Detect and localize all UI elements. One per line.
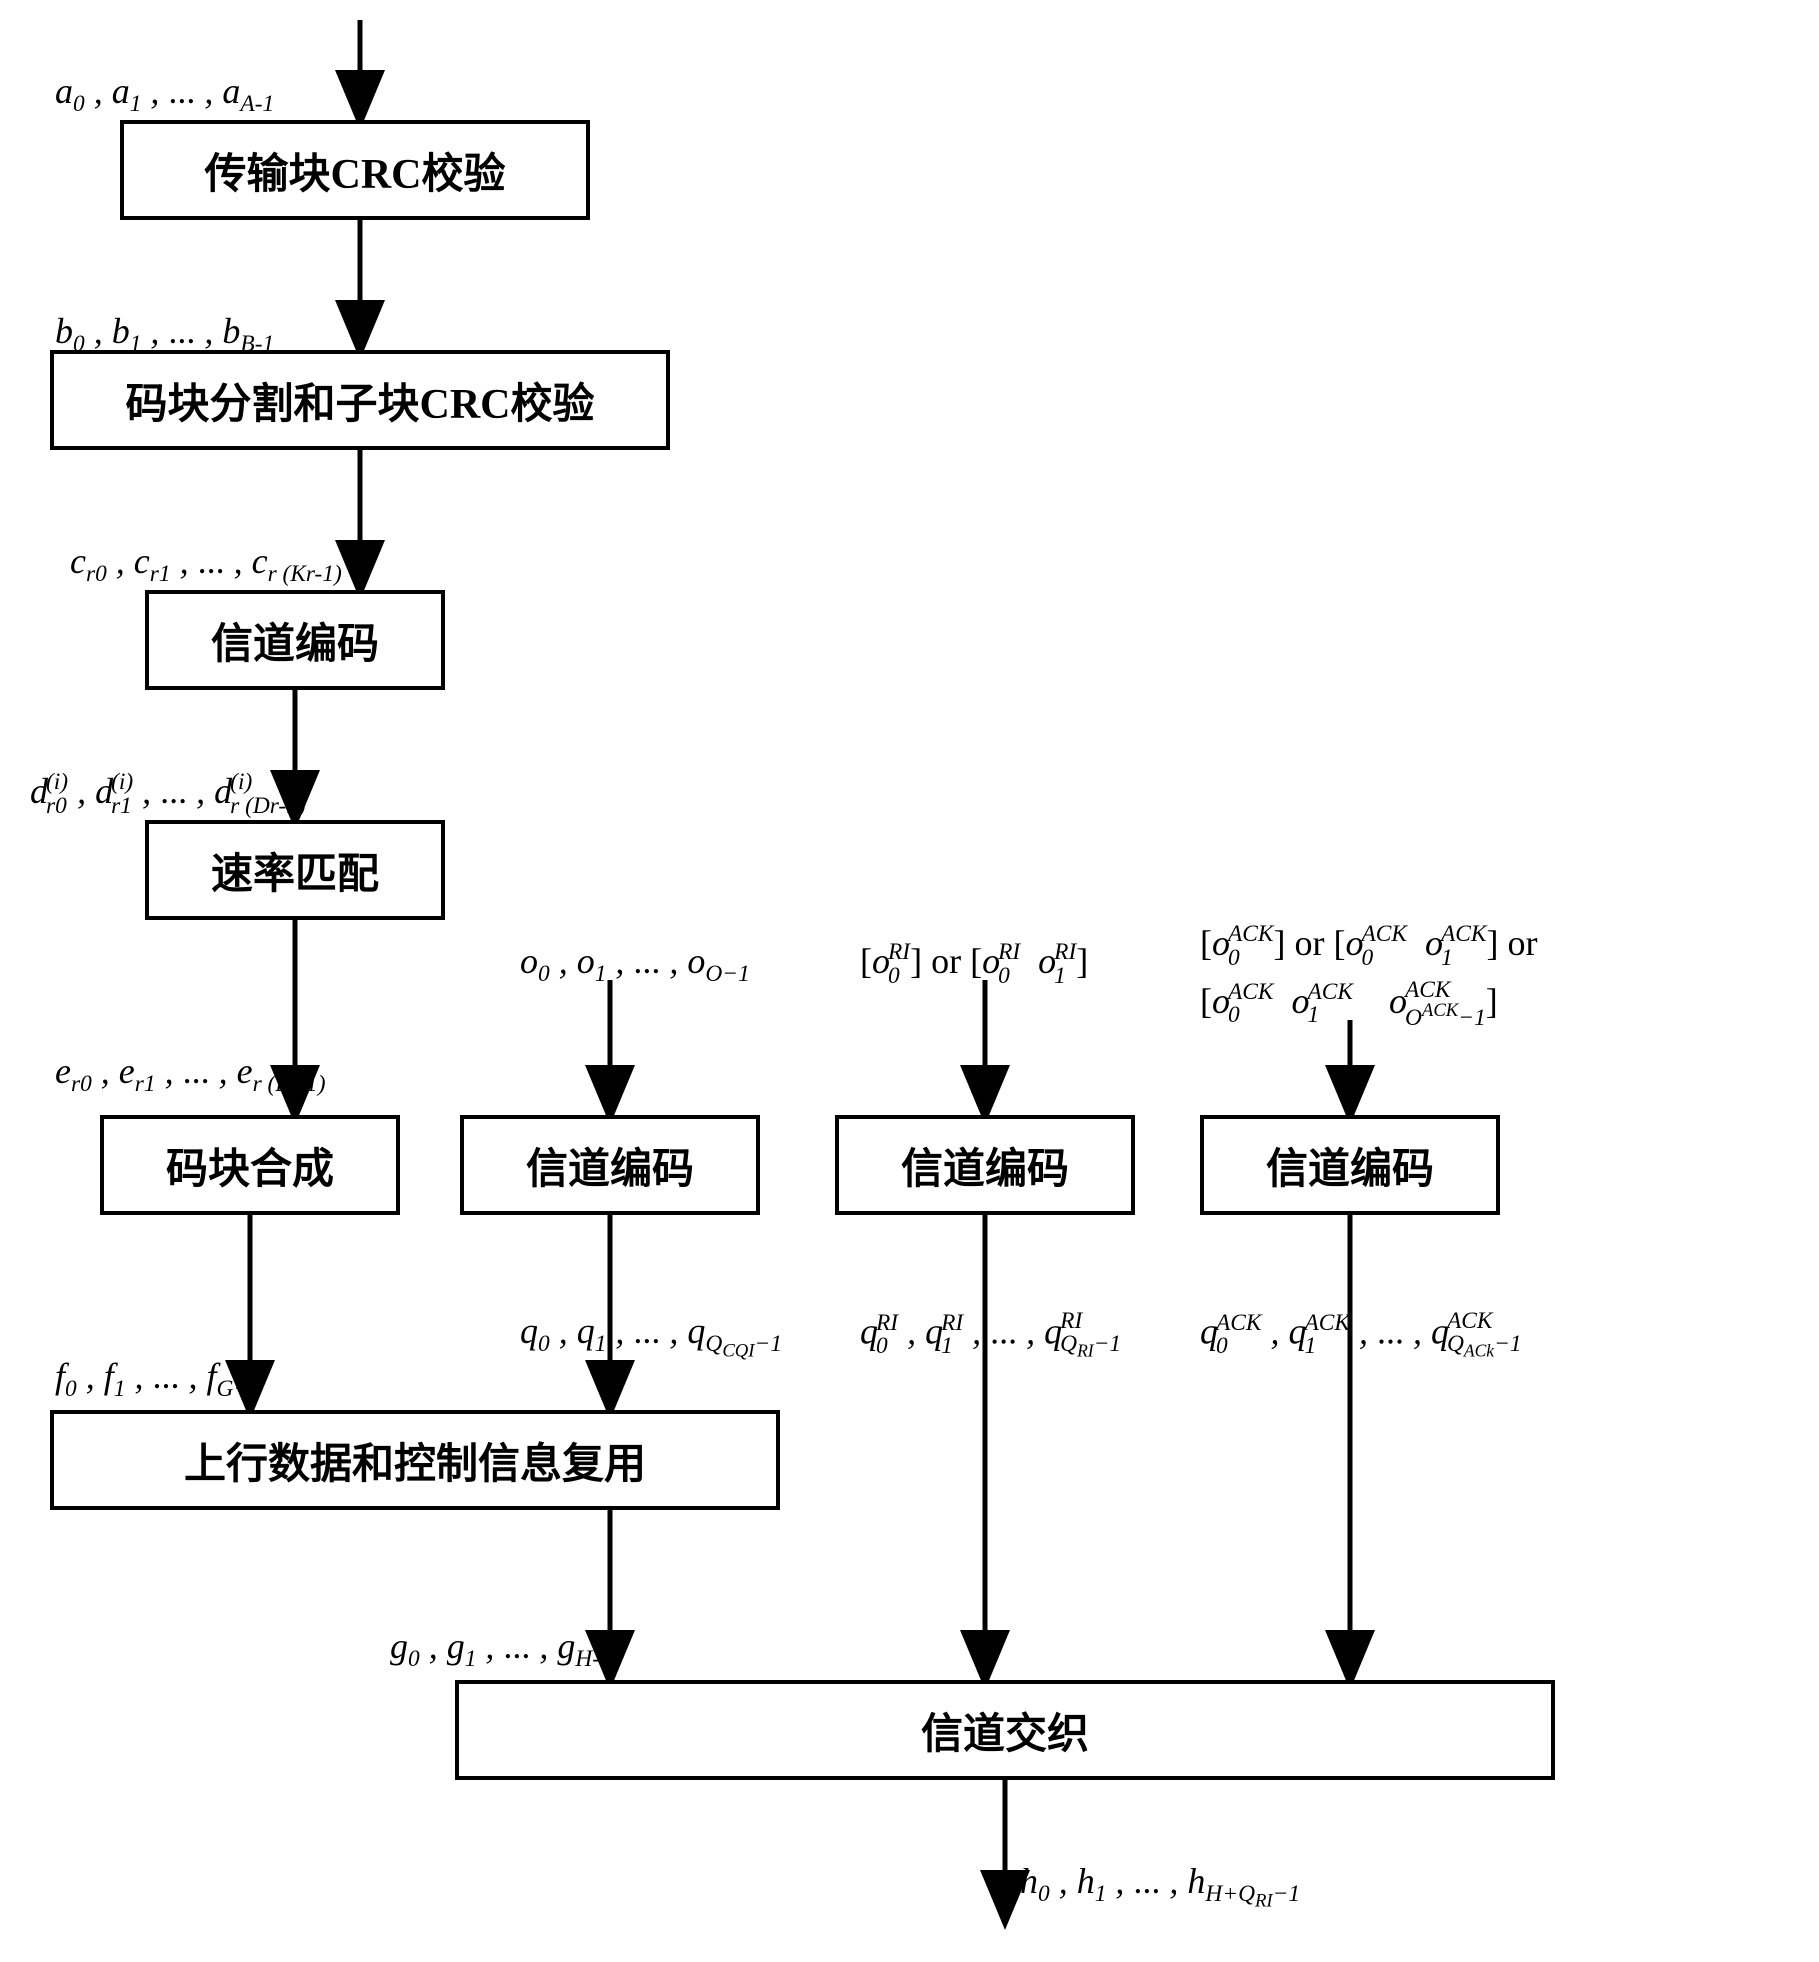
box-crc: 传输块CRC校验 — [120, 120, 590, 220]
label-f: f0 , f1 , ... , fG−1 — [55, 1355, 261, 1403]
box-interleave: 信道交织 — [455, 1680, 1555, 1780]
label-q-ri: qRI0 , qRI1 , ... , qRIQRI−1 — [860, 1310, 1121, 1361]
box-mux: 上行数据和控制信息复用 — [50, 1410, 780, 1510]
label-b: b0 , b1 , ... , bB-1 — [55, 310, 274, 358]
label-h: h0 , h1 , ... , hH+QRI−1 — [1020, 1860, 1300, 1913]
label-c: cr0 , cr1 , ... , cr (Kr-1) — [70, 540, 342, 588]
label-o-ack: [oACK0] or [oACK0 oACK1] or [oACK0 oACK1… — [1200, 915, 1538, 1030]
box-concat: 码块合成 — [100, 1115, 400, 1215]
flowchart-diagram: 传输块CRC校验 码块分割和子块CRC校验 信道编码 速率匹配 码块合成 信道编… — [20, 20, 1800, 1940]
label-q: q0 , q1 , ... , qQCQI−1 — [520, 1310, 782, 1363]
label-o-ri: [oRI0] or [oRI0 oRI1] — [860, 940, 1088, 988]
box-seg: 码块分割和子块CRC校验 — [50, 350, 670, 450]
label-q-ack: qACK0 , qACK1 , ... , qACKQACk−1 — [1200, 1310, 1522, 1361]
label-a: a0 , a1 , ... , aA-1 — [55, 70, 274, 118]
label-g: g0 , g1 , ... , gH-1 — [390, 1625, 612, 1673]
box-chcode2: 信道编码 — [460, 1115, 760, 1215]
label-d: d(i)r0 , d(i)r1 , ... , d(i)r (Dr-1) — [30, 770, 306, 818]
label-o: o0 , o1 , ... , oO−1 — [520, 940, 750, 988]
box-chcode1: 信道编码 — [145, 590, 445, 690]
box-chcode4: 信道编码 — [1200, 1115, 1500, 1215]
box-chcode3: 信道编码 — [835, 1115, 1135, 1215]
box-rate: 速率匹配 — [145, 820, 445, 920]
label-e: er0 , er1 , ... , er (Er-1) — [55, 1050, 326, 1098]
